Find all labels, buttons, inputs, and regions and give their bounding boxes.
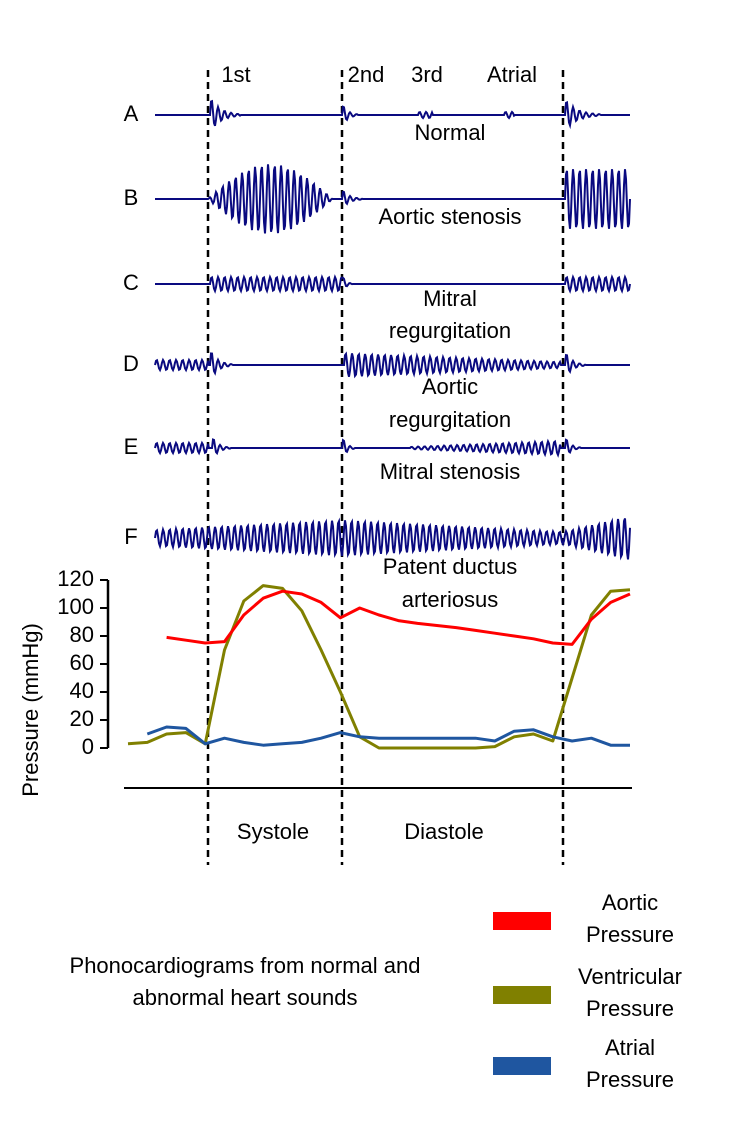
row-caption: Patent ductus <box>383 554 518 579</box>
sound-label: 1st <box>221 62 250 87</box>
y-axis-label: Pressure (mmHg) <box>18 623 43 797</box>
phase-label: Diastole <box>404 819 483 844</box>
legend-swatch <box>493 986 551 1004</box>
legend-label: Ventricular Pressure <box>578 964 682 1021</box>
phonocardiogram <box>155 99 630 130</box>
legend-label: Aortic Pressure <box>585 890 675 947</box>
row-letter: F <box>124 524 137 549</box>
row-caption: Normal <box>415 120 486 145</box>
row-caption: Aortic <box>422 374 478 399</box>
y-tick-label: 20 <box>70 706 94 731</box>
row-caption: regurgitation <box>389 318 511 343</box>
row-letter: D <box>123 351 139 376</box>
row-caption: Mitral stenosis <box>380 459 521 484</box>
phase-label: Systole <box>237 819 309 844</box>
row-letter: B <box>124 185 139 210</box>
legend-label: Atrial Pressure <box>585 1035 675 1092</box>
phonocardiogram <box>155 274 631 294</box>
pressure-line <box>146 725 630 747</box>
phonocardiogram <box>154 517 631 561</box>
phonocardiogram <box>154 438 630 458</box>
y-tick-label: 60 <box>70 650 94 675</box>
row-letter: A <box>124 101 139 126</box>
y-tick-label: 80 <box>70 622 94 647</box>
phonocardiogram <box>155 164 631 234</box>
sound-label: Atrial <box>487 62 537 87</box>
y-tick-label: 100 <box>57 594 94 619</box>
y-tick-label: 120 <box>57 566 94 591</box>
row-caption: regurgitation <box>389 407 511 432</box>
pressure-line <box>166 589 631 646</box>
row-letter: E <box>124 434 139 459</box>
row-letter: C <box>123 270 139 295</box>
phonocardiogram <box>154 351 630 379</box>
caption: Phonocardiograms from normal and abnorma… <box>69 953 421 1010</box>
row-caption: Aortic stenosis <box>378 204 521 229</box>
row-caption: arteriosus <box>402 587 499 612</box>
pressure-line <box>127 584 631 750</box>
sound-label: 3rd <box>411 62 443 87</box>
row-caption: Mitral <box>423 286 477 311</box>
y-tick-label: 0 <box>82 734 94 759</box>
sound-label: 2nd <box>348 62 385 87</box>
legend-swatch <box>493 1057 551 1075</box>
y-tick-label: 40 <box>70 678 94 703</box>
legend-swatch <box>493 912 551 930</box>
